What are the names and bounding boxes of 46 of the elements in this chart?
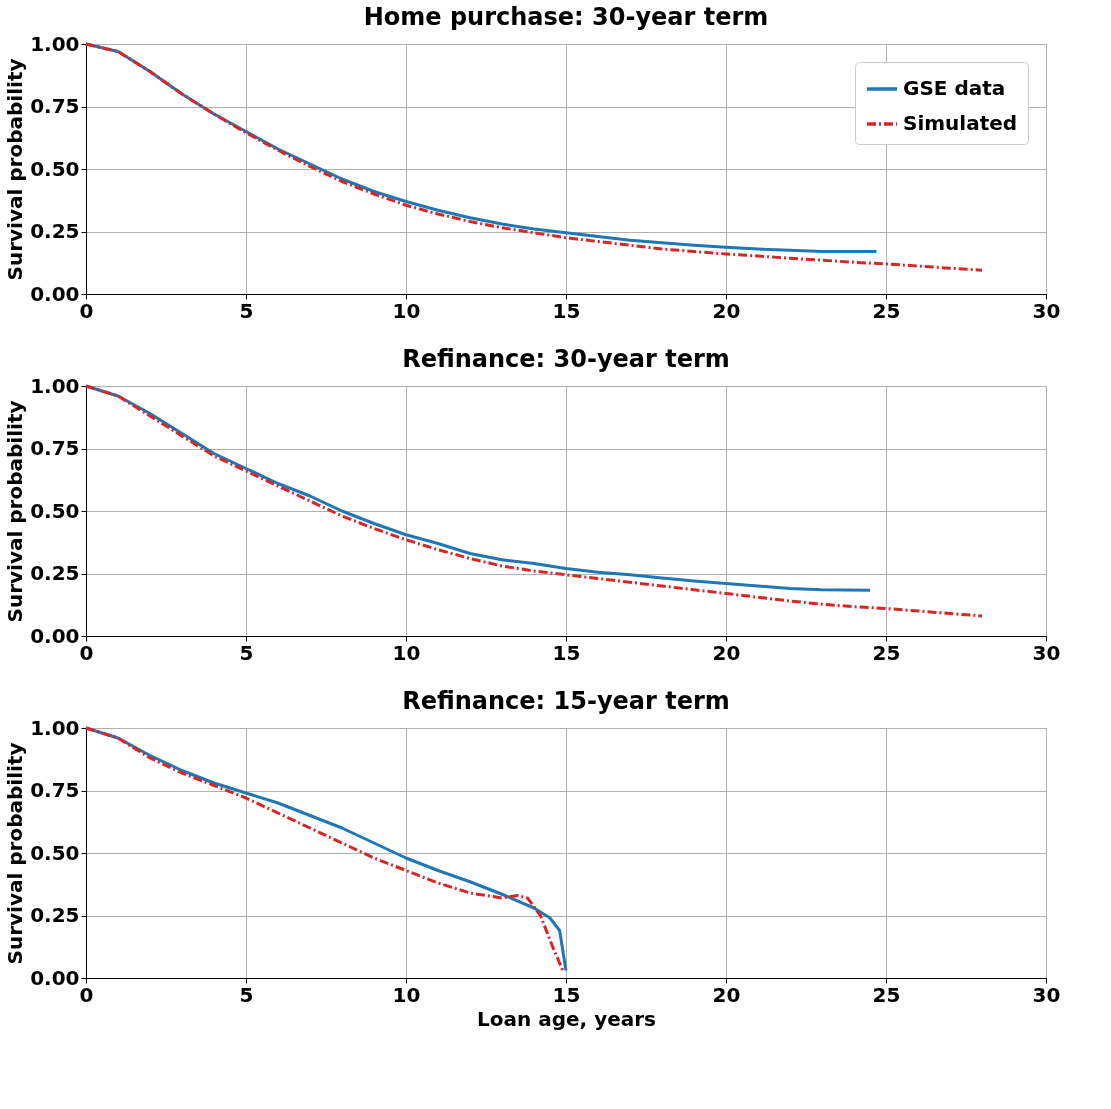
x-tick-label: 30: [1032, 298, 1061, 323]
y-tick-label: 0.75: [30, 94, 80, 118]
x-tick-label: 15: [552, 298, 581, 323]
x-tick-label: 15: [552, 982, 581, 1007]
x-axis-title: Loan age, years: [477, 1006, 656, 1031]
y-axis-title: Survival probability: [3, 400, 28, 623]
y-tick-label: 0.75: [30, 778, 80, 802]
y-tick-label: 0.75: [30, 436, 80, 460]
y-tick-label: 0.25: [30, 561, 80, 585]
x-tick-label: 20: [712, 640, 741, 665]
x-tick-label: 25: [872, 298, 901, 323]
x-tick-label: 20: [712, 982, 741, 1007]
legend-label: GSE data: [903, 76, 1006, 100]
x-tick-label: 10: [392, 640, 421, 665]
y-tick-label: 0.50: [30, 156, 80, 181]
x-tick-label: 30: [1032, 982, 1061, 1007]
y-tick-label: 1.00: [30, 31, 80, 56]
y-tick-label: 1.00: [30, 373, 80, 398]
y-tick-label: 0.50: [30, 840, 80, 865]
legend-label: Simulated: [903, 111, 1018, 135]
x-tick-label: 25: [872, 982, 901, 1007]
chart-title: Home purchase: 30-year term: [363, 3, 769, 31]
x-tick-label: 0: [79, 982, 94, 1007]
x-tick-label: 5: [239, 982, 254, 1007]
line-series: [84, 384, 984, 618]
x-tick-label: 0: [79, 640, 94, 665]
x-tick-label: 5: [239, 298, 254, 323]
y-tick-label: 0.25: [30, 219, 80, 243]
x-tick-label: 25: [872, 640, 901, 665]
y-axis-title: Survival probability: [3, 742, 28, 965]
y-tick-label: 0.50: [30, 498, 80, 523]
y-tick-label: 0.25: [30, 903, 80, 927]
x-tick-label: 15: [552, 640, 581, 665]
x-tick-label: 20: [712, 298, 741, 323]
x-tick-label: 5: [239, 640, 254, 665]
y-tick-label: 0.00: [30, 623, 80, 648]
y-tick-label: 0.00: [30, 281, 80, 306]
x-tick-label: 0: [79, 298, 94, 323]
chart-title: Refinance: 30-year term: [402, 345, 730, 373]
y-tick-label: 0.00: [30, 965, 80, 990]
x-tick-label: 10: [392, 298, 421, 323]
x-tick-label: 30: [1032, 640, 1061, 665]
y-tick-label: 1.00: [30, 715, 80, 740]
y-axis-title: Survival probability: [3, 58, 28, 281]
x-tick-label: 10: [392, 982, 421, 1007]
chart-title: Refinance: 15-year term: [402, 687, 730, 715]
